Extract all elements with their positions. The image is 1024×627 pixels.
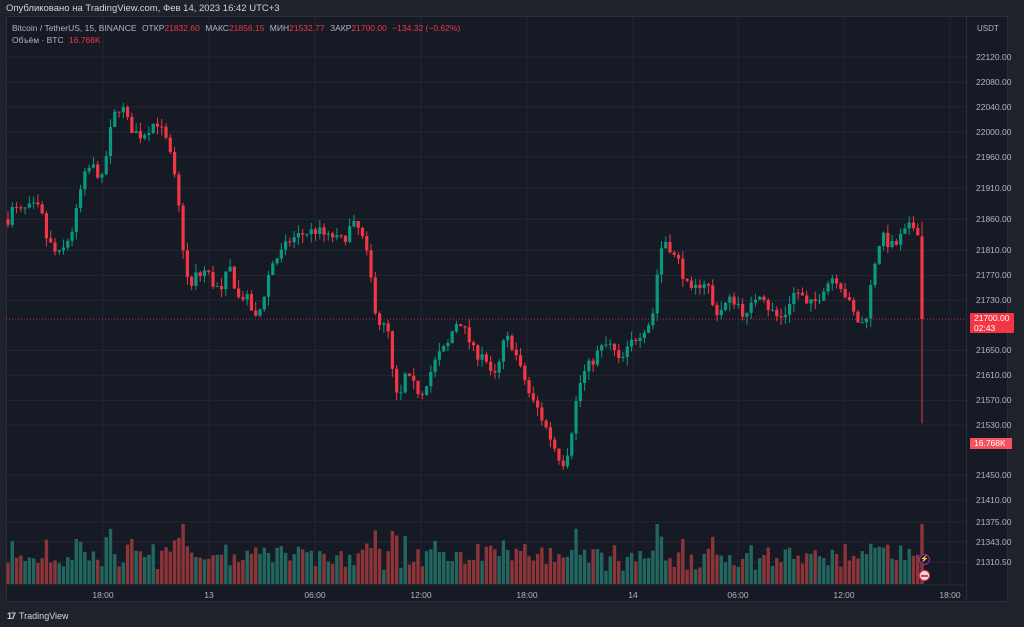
us-flag-event-icon[interactable]: ▬ <box>919 570 930 581</box>
price-tick: 21530.00 <box>976 420 1012 431</box>
time-tick: 12:00 <box>410 590 432 600</box>
price-tick: 22080.00 <box>976 76 1012 87</box>
time-tick: 18:00 <box>939 590 961 600</box>
price-tick: 21343.00 <box>976 536 1012 547</box>
tradingview-logo[interactable]: 17 TradingView <box>7 611 69 621</box>
price-tick: 21450.00 <box>976 470 1012 481</box>
change-value: −134.32 (−0.62%) <box>392 23 461 33</box>
price-tick: 21650.00 <box>976 345 1012 356</box>
candlestick-chart[interactable] <box>6 16 966 600</box>
price-tick: 22120.00 <box>976 52 1012 62</box>
low-value: 21532.77 <box>289 23 325 33</box>
chart-legend: Bitcoin / TetherUS, 15, BINANCE ОТКР2183… <box>12 23 461 45</box>
last-price-tag: 21700.00 02:43 <box>970 313 1014 333</box>
tv-logo-icon: 17 <box>7 611 16 621</box>
price-tick: 21570.00 <box>976 395 1012 406</box>
price-tick: 21810.00 <box>976 245 1012 256</box>
price-tick: 21910.00 <box>976 183 1012 194</box>
volume-tag: 16.768K <box>970 438 1012 449</box>
price-tick: 21730.00 <box>976 295 1012 306</box>
time-tick: 06:00 <box>727 590 749 600</box>
price-tick: 22000.00 <box>976 126 1012 137</box>
chart-frame <box>6 16 1008 602</box>
price-tick: 21610.00 <box>976 370 1012 381</box>
chart-pane[interactable] <box>6 16 966 600</box>
high-value: 21856.15 <box>228 23 265 33</box>
price-tick: 22040.00 <box>976 101 1012 112</box>
price-tick: 21770.00 <box>976 270 1012 281</box>
close-value: 21700.00 <box>351 23 387 33</box>
currency-label[interactable]: USDT <box>977 24 999 33</box>
bar-countdown: 02:43 <box>974 323 996 333</box>
time-tick: 18:00 <box>516 590 538 600</box>
price-tick: 21310.50 <box>976 557 1012 568</box>
price-tick: 21410.00 <box>976 495 1012 506</box>
published-note: Опубликовано на TradingView.com, Фев 14,… <box>6 3 280 14</box>
volume-value: 16.768K <box>69 35 101 45</box>
price-tick: 21375.00 <box>976 516 1012 527</box>
time-tick: 14 <box>628 590 638 600</box>
price-tick: 21860.00 <box>976 214 1012 225</box>
time-tick: 18:00 <box>92 590 114 600</box>
lightning-event-icon[interactable]: ⚡ <box>919 554 930 565</box>
time-tick: 06:00 <box>304 590 326 600</box>
time-tick: 12:00 <box>833 590 855 600</box>
symbol-label[interactable]: Bitcoin / TetherUS, 15, BINANCE <box>12 23 137 33</box>
open-value: 21832.60 <box>164 23 200 33</box>
price-axis[interactable] <box>966 16 1007 600</box>
price-tick: 21960.00 <box>976 151 1012 162</box>
time-tick: 13 <box>204 590 214 600</box>
volume-label[interactable]: Объём · BTC <box>12 35 64 45</box>
